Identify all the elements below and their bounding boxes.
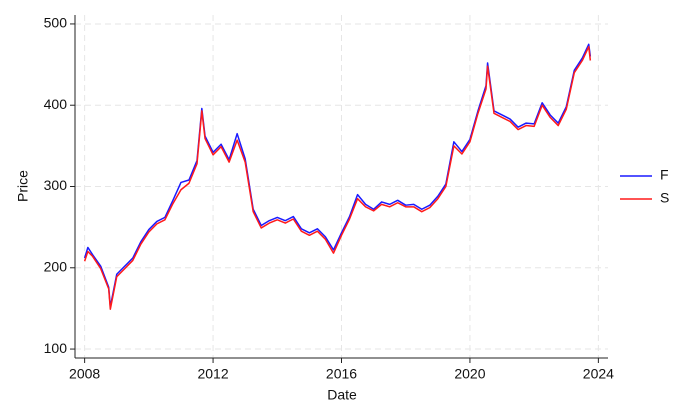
- y-tick-label: 400: [44, 96, 68, 112]
- y-tick-label: 200: [44, 258, 68, 274]
- x-tick-label: 2012: [197, 366, 228, 382]
- legend-label: F: [660, 167, 669, 183]
- x-axis-title: Date: [327, 387, 357, 403]
- legend-label: S: [660, 190, 669, 206]
- x-tick-label: 2008: [69, 366, 100, 382]
- x-tick-label: 2020: [454, 366, 485, 382]
- series-line: [83, 45, 592, 310]
- y-tick-label: 500: [44, 15, 68, 31]
- y-axis-title: Price: [15, 170, 31, 202]
- y-tick-label: 100: [44, 340, 68, 356]
- x-tick-label: 2024: [583, 366, 614, 382]
- x-tick-label: 2016: [326, 366, 357, 382]
- y-tick-label: 300: [44, 177, 68, 193]
- series-line: [83, 43, 592, 308]
